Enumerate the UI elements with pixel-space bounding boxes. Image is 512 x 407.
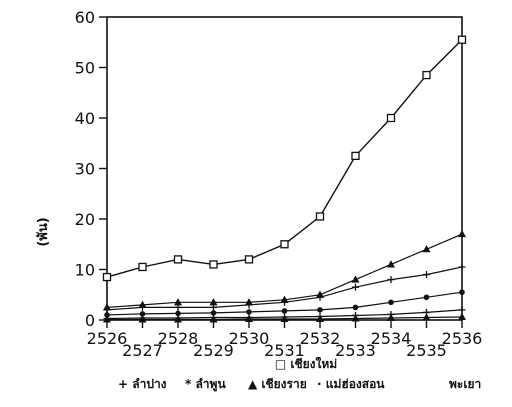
- data-point: [316, 314, 324, 322]
- y-tick-label: 40: [75, 109, 95, 128]
- x-tick-label: 2534: [371, 329, 412, 348]
- y-tick-label: 30: [75, 160, 95, 179]
- data-point: [387, 276, 395, 284]
- data-point: [209, 315, 218, 323]
- data-point: [423, 271, 430, 279]
- x-tick-label: 2533: [335, 341, 376, 360]
- x-tick-label: 2527: [122, 341, 163, 360]
- legend-item: □ เชียงใหม่: [275, 356, 337, 371]
- data-point: [423, 294, 430, 301]
- data-point: [388, 299, 394, 306]
- data-point: [458, 306, 466, 314]
- data-point: [138, 262, 147, 272]
- data-point: [210, 310, 217, 316]
- data-point: [351, 275, 360, 283]
- data-point: [174, 298, 182, 306]
- data-point: [458, 263, 466, 271]
- series-line: [104, 289, 465, 318]
- legend-item: + ลำปาง: [118, 377, 167, 391]
- legend-item: ▲ เชียงราย: [248, 377, 307, 391]
- data-point: [352, 283, 359, 291]
- data-point: [210, 303, 217, 311]
- plot-area: [106, 16, 463, 321]
- data-point: [175, 310, 181, 317]
- data-point: [209, 260, 218, 269]
- legend-item: พะเยา: [449, 377, 481, 391]
- data-point: [245, 314, 253, 322]
- data-point: [102, 272, 112, 282]
- series-line: [103, 312, 466, 323]
- data-point: [386, 113, 396, 123]
- data-point: [351, 151, 360, 161]
- x-tick-label: 2531: [264, 341, 305, 360]
- data-point: [173, 255, 183, 264]
- y-tick-label: 50: [75, 59, 95, 78]
- data-point: [246, 309, 252, 315]
- data-point: [139, 311, 146, 317]
- data-point: [174, 303, 182, 311]
- data-point: [459, 289, 465, 296]
- data-point: [387, 313, 395, 321]
- x-tick-label: 2530: [229, 329, 270, 348]
- legend: □ เชียงใหม่ + ลำปาง * ลำพูน ▲ เชียงราย · แม่…: [118, 356, 481, 392]
- x-tick-label: 2528: [158, 329, 199, 348]
- legend-item: * ลำพูน: [185, 377, 226, 392]
- data-point: [138, 315, 147, 323]
- data-point: [422, 245, 431, 253]
- data-point: [139, 303, 146, 311]
- data-point: [209, 298, 218, 306]
- data-point: [104, 312, 110, 318]
- data-point: [281, 308, 288, 314]
- legend-item: · แม่ฮ่องสอน: [317, 377, 385, 391]
- series-line: [103, 229, 466, 311]
- series-line: [102, 35, 467, 282]
- data-point: [351, 314, 360, 322]
- y-tick-label: 20: [75, 210, 95, 229]
- data-point: [174, 315, 182, 323]
- series-line: [103, 263, 466, 314]
- data-point: [280, 314, 289, 322]
- data-point: [387, 260, 395, 268]
- y-tick-label: 60: [75, 8, 95, 27]
- data-point: [457, 35, 467, 44]
- data-point: [422, 313, 431, 321]
- data-point: [316, 293, 324, 301]
- data-point: [458, 312, 466, 320]
- data-point: [352, 304, 359, 311]
- data-point: [280, 240, 289, 249]
- data-point: [422, 70, 431, 80]
- axis-layer: 0102030405060252625272528252925302531253…: [75, 8, 483, 360]
- data-point: [245, 301, 253, 309]
- x-tick-label: 2526: [87, 329, 128, 348]
- x-tick-label: 2535: [406, 341, 447, 360]
- y-tick-label: 10: [75, 261, 95, 280]
- data-point: [458, 229, 466, 238]
- data-point: [244, 255, 254, 264]
- y-axis-label: (พัน): [36, 217, 51, 246]
- data-point: [317, 307, 323, 313]
- x-tick-label: 2536: [442, 329, 483, 348]
- plot-frame: [106, 16, 463, 321]
- x-tick-label: 2532: [300, 329, 341, 348]
- data-point: [281, 298, 288, 306]
- data-point: [315, 212, 325, 221]
- y-tick-label: 0: [85, 311, 95, 330]
- series-layer: [102, 35, 467, 323]
- x-tick-label: 2529: [193, 341, 234, 360]
